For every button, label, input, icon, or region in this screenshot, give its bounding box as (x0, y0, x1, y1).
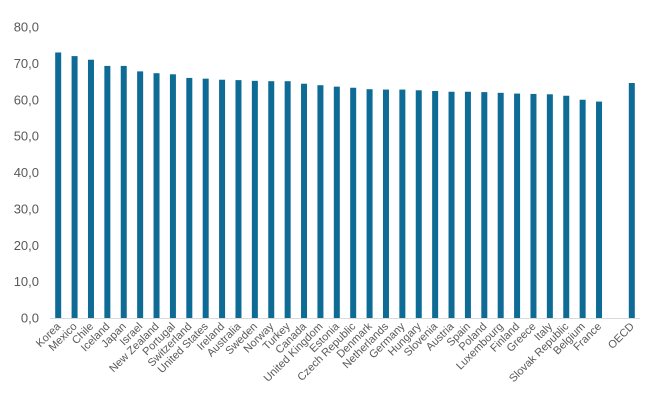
bar (235, 80, 242, 318)
bar (317, 85, 324, 318)
y-axis: 0,0 10,0 20,0 30,0 40,0 50,0 60,0 70,0 80,0 (14, 20, 39, 326)
bar (530, 93, 537, 319)
y-tick-label: 0,0 (21, 311, 39, 326)
y-tick-label: 70,0 (14, 56, 39, 71)
bar (333, 86, 340, 318)
bar (55, 52, 62, 319)
bar (202, 78, 209, 319)
bar (120, 65, 127, 318)
y-tick-label: 60,0 (14, 92, 39, 107)
bar (104, 65, 111, 318)
bar (186, 77, 193, 319)
bar (169, 74, 176, 318)
bar (137, 71, 144, 318)
bar (399, 89, 406, 318)
bar (464, 91, 471, 318)
bar (382, 89, 389, 318)
bars (55, 52, 635, 319)
bar (268, 81, 275, 318)
bar (153, 73, 160, 318)
y-tick-label: 40,0 (14, 165, 39, 180)
bar (219, 79, 226, 319)
bar (546, 94, 553, 318)
bar (284, 81, 291, 318)
y-tick-label: 50,0 (14, 129, 39, 144)
bar (87, 59, 94, 319)
x-tick-label: OECD (606, 321, 637, 352)
bar (448, 91, 455, 318)
bar (366, 89, 373, 318)
bar (301, 83, 308, 319)
bar (579, 99, 586, 318)
y-tick-label: 30,0 (14, 201, 39, 216)
y-tick-label: 10,0 (14, 274, 39, 289)
bar (432, 91, 439, 319)
bar (596, 101, 603, 318)
y-tick-label: 20,0 (14, 238, 39, 253)
bar (497, 92, 504, 318)
bar (251, 80, 258, 318)
y-tick-label: 80,0 (14, 20, 39, 35)
bar (415, 90, 422, 318)
bar (514, 93, 521, 318)
bar (563, 95, 570, 318)
bar (71, 56, 78, 318)
bar (481, 92, 488, 318)
bar (628, 83, 635, 319)
bar (350, 87, 357, 318)
